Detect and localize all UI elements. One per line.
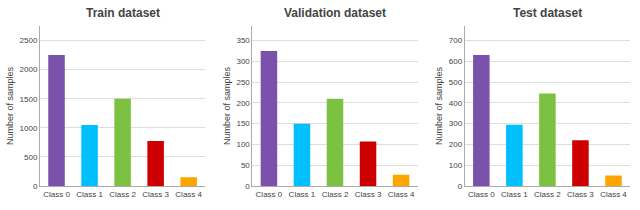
svg-text:Class 3: Class 3 bbox=[567, 190, 594, 199]
svg-text:Class 0: Class 0 bbox=[256, 190, 283, 199]
svg-text:50: 50 bbox=[241, 161, 250, 170]
svg-text:100: 100 bbox=[449, 161, 463, 170]
svg-text:Class 4: Class 4 bbox=[175, 190, 202, 199]
svg-text:200: 200 bbox=[236, 99, 250, 108]
svg-text:600: 600 bbox=[449, 57, 463, 66]
svg-text:1500: 1500 bbox=[20, 95, 38, 104]
svg-text:Class 2: Class 2 bbox=[322, 190, 349, 199]
svg-text:Number of samples: Number of samples bbox=[434, 66, 444, 145]
svg-text:400: 400 bbox=[449, 99, 463, 108]
svg-text:300: 300 bbox=[449, 119, 463, 128]
svg-text:Class 1: Class 1 bbox=[76, 190, 103, 199]
svg-text:Class 4: Class 4 bbox=[600, 190, 627, 199]
svg-text:Validation dataset: Validation dataset bbox=[284, 6, 386, 20]
svg-text:Class 0: Class 0 bbox=[43, 190, 70, 199]
svg-text:Number of samples: Number of samples bbox=[222, 66, 232, 145]
svg-text:Class 2: Class 2 bbox=[534, 190, 561, 199]
svg-text:250: 250 bbox=[236, 78, 250, 87]
svg-text:500: 500 bbox=[24, 153, 38, 162]
svg-text:Class 2: Class 2 bbox=[109, 190, 136, 199]
svg-text:Test dataset: Test dataset bbox=[513, 6, 582, 20]
svg-text:0: 0 bbox=[245, 182, 250, 191]
svg-text:2500: 2500 bbox=[20, 36, 38, 45]
svg-text:1000: 1000 bbox=[20, 124, 38, 133]
svg-text:Class 4: Class 4 bbox=[388, 190, 415, 199]
svg-text:200: 200 bbox=[449, 140, 463, 149]
svg-text:350: 350 bbox=[236, 36, 250, 45]
svg-text:2000: 2000 bbox=[20, 65, 38, 74]
svg-text:Class 1: Class 1 bbox=[289, 190, 316, 199]
svg-text:100: 100 bbox=[236, 140, 250, 149]
svg-text:Class 3: Class 3 bbox=[355, 190, 382, 199]
svg-text:Class 0: Class 0 bbox=[468, 190, 495, 199]
svg-text:700: 700 bbox=[449, 36, 463, 45]
svg-text:300: 300 bbox=[236, 57, 250, 66]
svg-text:150: 150 bbox=[236, 119, 250, 128]
svg-text:Class 3: Class 3 bbox=[142, 190, 169, 199]
svg-text:0: 0 bbox=[33, 182, 38, 191]
svg-text:0: 0 bbox=[458, 182, 463, 191]
svg-text:Train dataset: Train dataset bbox=[86, 6, 160, 20]
svg-text:500: 500 bbox=[449, 78, 463, 87]
svg-text:Class 1: Class 1 bbox=[501, 190, 528, 199]
svg-text:Number of samples: Number of samples bbox=[5, 66, 15, 145]
